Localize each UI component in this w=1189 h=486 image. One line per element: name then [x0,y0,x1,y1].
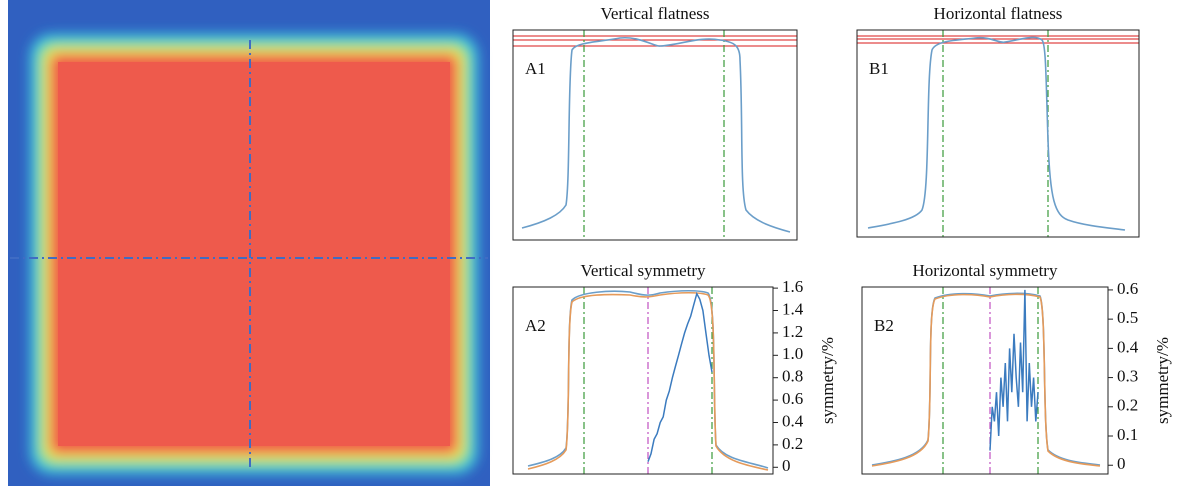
panel-b2 [862,287,1108,474]
panel-title: Vertical flatness [600,4,709,23]
figure: Vertical flatness A1 Horizontal flatness B1… [0,0,1189,486]
symmetry-line [990,290,1038,451]
y2-tick-label: 0.6 [782,389,803,408]
y2-tick-label: 0 [782,456,791,475]
panel-label: A2 [525,316,546,335]
y2-axis-label: symmetry/% [818,337,837,424]
y2-tick-label: 0.8 [782,367,803,386]
panel-title: Horizontal symmetry [913,261,1058,280]
y2-tick-label: 1.2 [782,322,803,341]
panel-a1 [513,30,797,240]
panel-label: B1 [869,59,889,78]
y2-tick-label: 0.1 [1117,425,1138,444]
y2-axis-label: symmetry/% [1153,337,1172,424]
y2-tick-label: 1.6 [782,277,803,296]
y2-tick-label: 0.3 [1117,366,1138,385]
y2-tick-label: 1.0 [782,344,803,363]
panel-title: Horizontal flatness [934,4,1063,23]
panel-label: B2 [874,316,894,335]
y2-tick-label: 1.4 [782,299,804,318]
panel-a2 [513,287,773,474]
heatmap [8,0,490,486]
y2-tick-label: 0.4 [1117,337,1139,356]
y2-tick-label: 0.2 [782,434,803,453]
y2-tick-label: 0.5 [1117,308,1138,327]
panel-title: Vertical symmetry [580,261,706,280]
y2-tick-label: 0.6 [1117,279,1138,298]
panel-label: A1 [525,59,546,78]
y2-tick-label: 0.2 [1117,396,1138,415]
panel-b1 [857,30,1139,237]
y2-tick-label: 0 [1117,454,1126,473]
y2-tick-label: 0.4 [782,411,804,430]
symmetry-line [648,294,712,462]
